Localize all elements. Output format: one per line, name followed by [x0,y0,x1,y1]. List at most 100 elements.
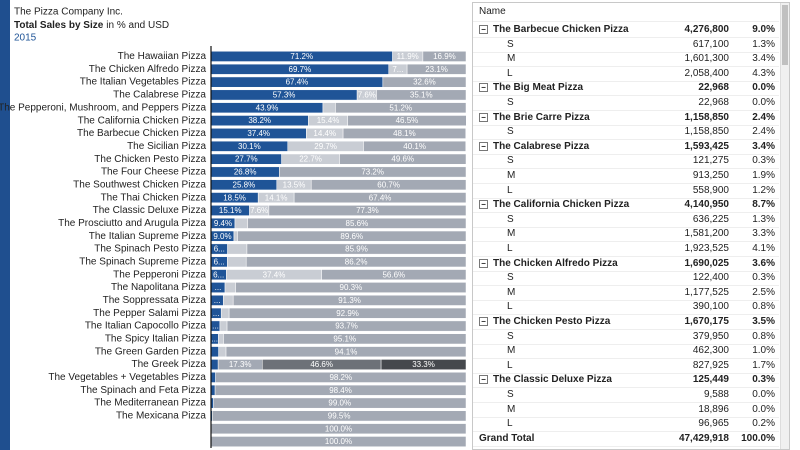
size-row: S 22,968 0.0% [473,95,779,111]
size-row: S 1,158,850 2.4% [473,124,779,141]
category-label: The Chicken Pesto Pizza [94,154,206,165]
row-name: L [507,359,513,371]
size-row: S 122,400 0.3% [473,270,779,287]
bar-segment [210,372,216,383]
collapse-toggle[interactable]: − [479,25,488,34]
row-percent: 2.5% [752,286,775,298]
size-row: S 9,588 0.0% [473,387,779,403]
group-row: − The Calabrese Pizza 1,593,425 3.4% [473,139,779,155]
row-value: 122,400 [692,272,729,284]
value-label: 92.9% [336,309,359,318]
value-label: 25.8% [233,180,256,189]
row-percent: 3.5% [752,316,775,327]
value-label: 23.1% [425,65,448,74]
row-value: 462,300 [692,345,729,357]
row-value: 1,581,200 [684,228,730,240]
value-label: 73.2% [361,168,384,177]
row-percent: 1.3% [752,38,775,50]
row-value: 1,177,525 [684,286,730,298]
value-label: 95.1% [333,334,356,343]
value-label: 67.4% [369,193,392,202]
category-label: The Southwest Chicken Pizza [73,179,206,190]
row-percent: 4.3% [752,67,775,79]
value-label: 37.4% [263,270,286,279]
collapse-toggle[interactable]: − [479,317,488,326]
size-row: M 18,896 0.0% [473,402,779,418]
subtitle-rest: in % and USD [106,20,169,31]
bar-segment [247,217,467,229]
bar-segment [215,372,467,383]
value-label: 9.4% [214,219,232,228]
collapse-toggle[interactable]: − [479,83,488,93]
bar-segment [321,269,467,281]
row-percent: 0.3% [752,272,775,284]
group-row: − The Big Meat Pizza 22,968 0.0% [473,80,779,97]
group-row: − The California Chicken Pizza 4,140,950 8.… [473,197,779,214]
value-label: 9.0% [213,232,231,241]
size-row: M 462,300 1.0% [473,343,779,360]
category-label: The Thai Chicken Pizza [101,192,207,203]
row-name: L [507,184,513,196]
bar-segment [406,63,467,75]
collapse-toggle[interactable]: − [479,375,488,385]
row-percent: 3.6% [752,257,775,269]
value-label: 7.6% [250,206,268,215]
value-label: 85.6% [346,219,369,228]
category-label: The Classic Deluxe Pizza [93,205,207,216]
category-label: The Spinach Supreme Pizza [79,256,206,267]
value-label: 6... [214,245,225,254]
row-name: The Calabrese Pizza [493,140,590,152]
row-value: 379,950 [692,330,729,342]
row-value: 1,601,300 [684,53,730,65]
category-label: The Greek Pizza [132,359,207,370]
category-label: The Hawaiian Pizza [118,51,207,62]
value-label: 100.0% [325,437,352,446]
row-name: S [507,272,514,284]
collapse-toggle[interactable]: − [479,258,488,268]
row-percent: 0.3% [752,374,775,386]
value-label: ... [211,334,218,343]
row-percent: 0.0% [752,389,775,400]
value-label: 89.6% [340,232,363,241]
row-name: L [507,418,513,430]
row-value: 636,225 [692,213,729,225]
value-label: 13.5% [283,180,306,189]
row-value: 390,100 [692,301,729,313]
scrollbar[interactable] [780,3,789,449]
category-label: The Italian Vegetables Pizza [80,77,207,88]
value-label: 93.7% [335,322,358,331]
bar-segment [226,320,467,332]
value-label: 35.1% [410,91,433,100]
collapse-toggle[interactable]: − [479,141,488,151]
collapse-toggle[interactable]: − [479,200,488,210]
chart: The Pizza Company Inc. Total Sales by Si… [0,0,467,450]
row-value: 1,690,025 [684,257,730,269]
bar-segment [245,256,467,268]
row-percent: 0.3% [752,155,775,167]
row-name: M [507,345,516,357]
bar-segment [227,256,247,268]
value-label: 14.4% [313,129,336,138]
row-value: 22,968 [698,82,729,94]
value-label: 40.1% [403,142,426,151]
category-label: The Mexicana Pizza [116,411,206,422]
value-label: 46.6% [310,360,333,369]
bar-segment [218,333,224,345]
value-label: 16.9% [433,52,456,61]
value-label: 90.3% [340,283,363,292]
value-label: 43.9% [256,103,279,112]
category-label: The Chicken Alfredo Pizza [89,64,207,75]
bar-segment [322,102,336,114]
category-label: The Pepperoni Pizza [113,269,206,280]
value-label: 22.7% [299,155,322,164]
scroll-thumb[interactable] [782,5,788,65]
bar-segment [310,179,467,191]
row-percent: 1.3% [752,213,775,225]
header-name: Name [479,6,506,17]
row-percent: 0.2% [752,418,775,430]
row-percent: 0.0% [752,403,775,415]
value-label: 37.4% [247,129,270,138]
row-percent: 8.7% [752,199,775,211]
collapse-toggle[interactable]: − [479,112,488,122]
